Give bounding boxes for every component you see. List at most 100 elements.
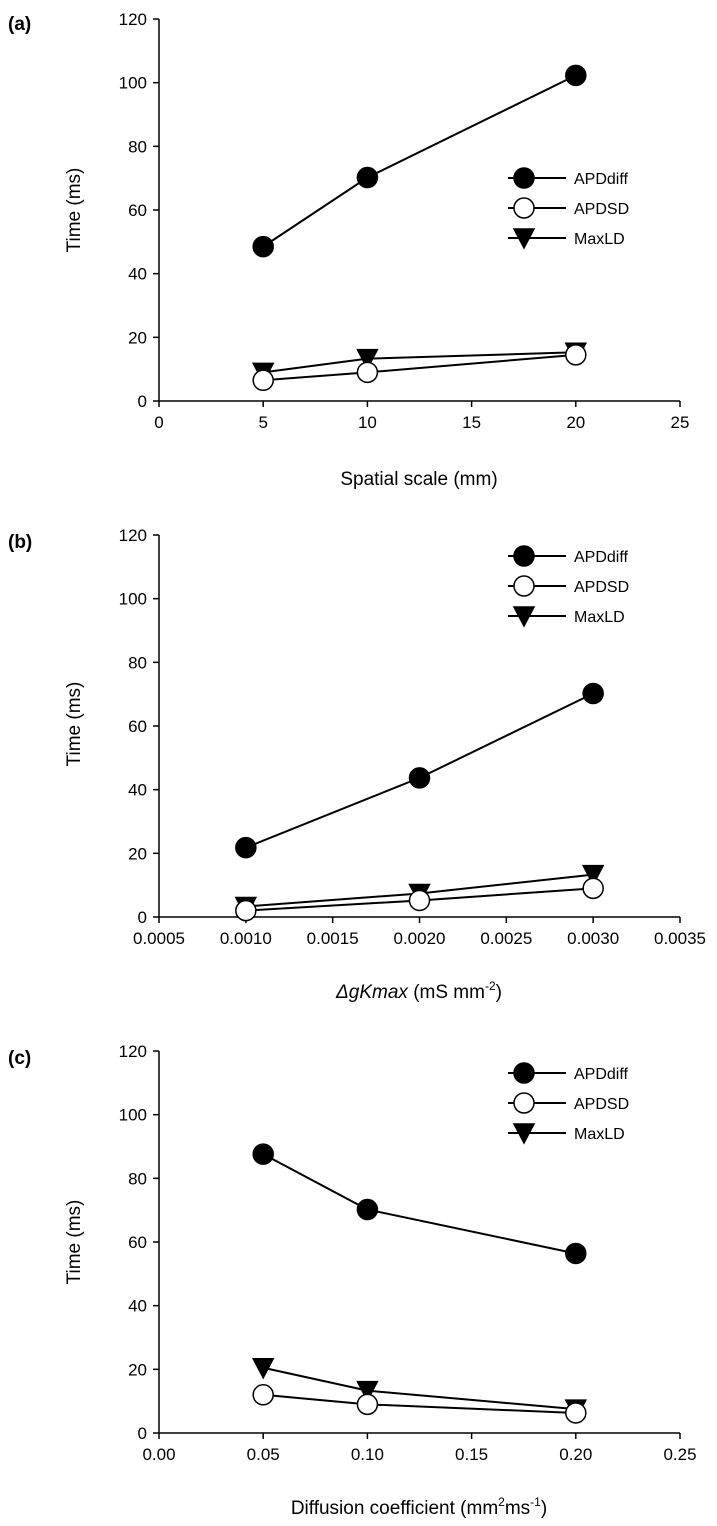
panel-c-xtick-label: 0.00 <box>142 1445 175 1464</box>
panel-b-xlabel-symbol: ΔgKmax <box>335 982 409 1003</box>
panel-c-xlabel-prefix: Diffusion coefficient (mm <box>291 1498 498 1519</box>
panel-c-apdsd-point <box>252 1384 274 1406</box>
panel-c-xlabel: Diffusion coefficient (mm2ms-1) <box>291 1495 547 1519</box>
panel-b-xtick-label: 0.0035 <box>654 929 706 948</box>
panel-a-apddiff-point <box>356 166 379 189</box>
panel-a-xtick-label: 5 <box>258 413 267 432</box>
panel-b-xtick-label: 0.0010 <box>220 929 272 948</box>
panel-c-xlabel-close: ) <box>541 1498 547 1519</box>
legend-b-apdsd-label: APDSD <box>574 579 629 596</box>
panel-b-xlabel-sup: -2 <box>485 979 496 993</box>
panel-c-ytick-label: 60 <box>128 1233 147 1252</box>
legend-a-maxld-marker <box>512 228 536 250</box>
panel-c-xtick-label: 0.20 <box>559 1445 592 1464</box>
panel-a-ytick-label: 120 <box>119 10 147 29</box>
panel-c-ytick-label: 80 <box>128 1169 147 1188</box>
legend-c-apddiff: APDdiff <box>508 1062 629 1084</box>
panel-c: (c) Time (ms) Diffusion coefficient (mm2… <box>8 1042 697 1519</box>
panel-c-apddiff-line <box>262 1153 577 1255</box>
panel-b-xtick-label: 0.0025 <box>480 929 532 948</box>
panel-b-label: (b) <box>8 532 32 553</box>
panel-a-xlabel: Spatial scale (mm) <box>340 469 497 490</box>
panel-c-ytick-label: 120 <box>119 1042 147 1061</box>
panel-b-ytick-label: 40 <box>128 781 147 800</box>
panel-b-legend: APDdiff APDSD MaxLD <box>508 545 629 628</box>
panel-c-xlabel-sup: 2 <box>498 1495 505 1509</box>
panel-b-ylabel: Time (ms) <box>64 682 85 767</box>
panel-a-xtick-label: 20 <box>566 413 585 432</box>
panel-b-ytick-label: 80 <box>128 653 147 672</box>
panel-a-xtick-label: 10 <box>358 413 377 432</box>
panel-b-ytick-label: 120 <box>119 526 147 545</box>
panel-c-xlabel-sup2: -1 <box>530 1495 541 1509</box>
legend-b-maxld-marker <box>512 606 536 628</box>
panel-c-ytick-label: 0 <box>138 1424 147 1443</box>
panel-a-ytick-label: 80 <box>128 137 147 156</box>
panel-c-apdsd-point <box>356 1393 379 1416</box>
legend-b-apdsd-marker <box>513 575 535 597</box>
panel-c-apdsd-line <box>263 1393 576 1414</box>
legend-b-maxld-label: MaxLD <box>574 609 625 626</box>
panel-a-legend: APDdiff APDSD MaxLD <box>508 167 629 250</box>
panel-b-apdsd-point <box>582 877 604 900</box>
panel-c-apddiff-point <box>565 1242 587 1265</box>
legend-c-apdsd: APDSD <box>508 1092 629 1114</box>
panel-b-xtick-label: 0.0020 <box>394 929 446 948</box>
legend-b-apdsd: APDSD <box>508 575 629 597</box>
panel-b-apddiff-point <box>408 767 431 789</box>
legend-c-apdsd-label: APDSD <box>574 1096 629 1113</box>
panel-c-maxld-point <box>251 1357 275 1380</box>
legend-c-maxld-label: MaxLD <box>574 1126 625 1143</box>
panel-a-label: (a) <box>8 14 31 35</box>
panel-b-ytick-label: 0 <box>138 908 147 927</box>
panel-a-apdsd-line <box>263 353 576 382</box>
panel-b-apddiff-point <box>235 836 257 859</box>
panel-b-maxld-point <box>581 864 605 887</box>
panel-a: (a) Time (ms) Spatial scale (mm) APDdiff… <box>8 10 689 490</box>
panel-b-ytick-label: 60 <box>128 717 147 736</box>
panel-b-apddiff-point <box>582 682 604 705</box>
panel-a-maxld-line <box>263 351 576 374</box>
legend-c-apdsd-marker <box>513 1092 535 1114</box>
panel-c-maxld-line <box>262 1366 576 1411</box>
legend-a-apdsd-label: APDSD <box>574 201 629 218</box>
panel-a-ytick-label: 100 <box>119 74 147 93</box>
panel-c-ytick-label: 40 <box>128 1297 147 1316</box>
panel-a-apddiff-point <box>252 235 274 258</box>
panel-c-maxld-point <box>356 1380 379 1403</box>
panel-b: (b) Time (ms) ΔgKmax (mS mm-2) APDdiff A… <box>8 526 706 1003</box>
panel-c-xtick-label: 0.25 <box>663 1445 696 1464</box>
panel-c-xlabel-mid: ms <box>505 1498 530 1519</box>
panel-a-apddiff-point <box>565 64 587 87</box>
panel-b-xlabel-unit: (mS mm <box>408 982 485 1003</box>
panel-b-xlabel: ΔgKmax (mS mm-2) <box>335 979 502 1003</box>
legend-c-maxld: MaxLD <box>508 1123 625 1145</box>
legend-a-apdsd-marker <box>513 197 535 219</box>
panel-a-apdsd-point <box>565 344 587 366</box>
panel-a-ytick-label: 40 <box>128 265 147 284</box>
legend-c-maxld-marker <box>512 1123 536 1145</box>
legend-b-apddiff: APDdiff <box>508 545 629 567</box>
panel-b-xtick-label: 0.0005 <box>133 929 185 948</box>
panel-c-ytick-label: 100 <box>119 1106 147 1125</box>
panel-a-apdsd-point <box>356 361 379 384</box>
panel-c-xtick-label: 0.10 <box>351 1445 384 1464</box>
legend-a-apddiff-label: APDdiff <box>574 171 629 188</box>
panel-c-ylabel: Time (ms) <box>64 1200 85 1285</box>
panel-c-xtick-label: 0.15 <box>455 1445 488 1464</box>
panel-c-apddiff-point <box>252 1143 274 1165</box>
panel-a-ytick-label: 60 <box>128 201 147 220</box>
legend-a-apdsd: APDSD <box>508 197 629 219</box>
panel-c-ytick-label: 20 <box>128 1360 147 1379</box>
legend-b-apddiff-label: APDdiff <box>574 549 629 566</box>
panel-c-apddiff-point <box>356 1198 379 1221</box>
legend-c-apddiff-marker <box>513 1062 535 1084</box>
panel-a-xtick-label: 15 <box>462 413 481 432</box>
panel-a-apdsd-point <box>252 369 274 392</box>
panel-b-ytick-label: 20 <box>128 844 147 863</box>
panel-b-xtick-label: 0.0030 <box>567 929 619 948</box>
legend-b-apddiff-marker <box>513 545 535 567</box>
panel-a-xtick-label: 0 <box>154 413 163 432</box>
panel-a-xtick-label: 25 <box>671 413 690 432</box>
